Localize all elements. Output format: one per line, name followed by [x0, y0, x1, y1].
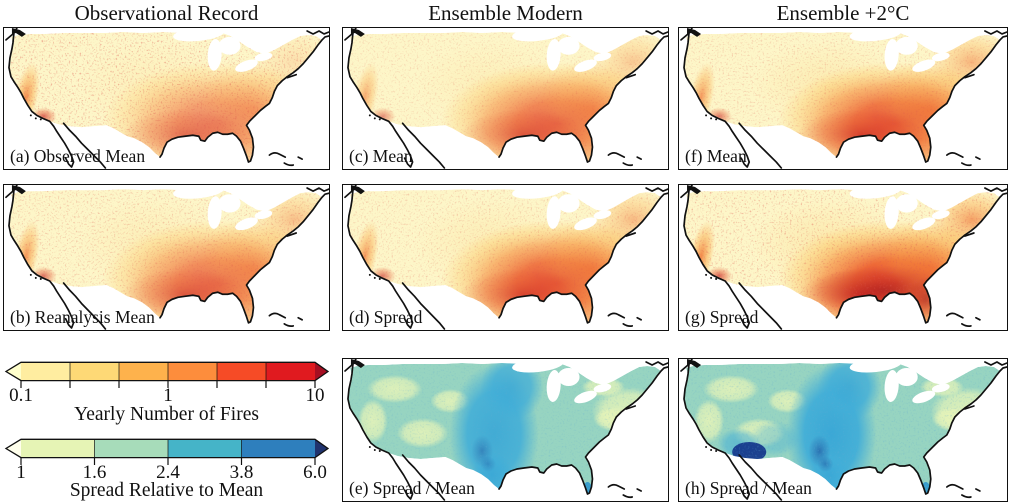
map-panel-h: (h) Spread / Mean — [678, 358, 1008, 502]
colorbar-fires-caption: Yearly Number of Fires — [74, 404, 259, 425]
colorbar-tick-label: 6.0 — [303, 462, 327, 483]
us-map-g — [680, 185, 1007, 330]
colorbar-segment — [266, 362, 315, 381]
us-map-d — [344, 185, 668, 330]
colorbar-segment — [168, 439, 242, 458]
colorbar-over-arrow — [315, 362, 328, 381]
colorbar-tick-label: 10 — [305, 385, 325, 406]
colorbar-over-arrow — [315, 439, 328, 458]
map-panel-c: (c) Mean — [342, 27, 669, 170]
colorbar-tick-label: 3.8 — [229, 462, 254, 483]
map-panel-a: (a) Observed Mean — [3, 27, 330, 170]
colorbar-block: 0.1 1 10 Yearly Number of Fires 1 1.6 2.4 3.8… — [3, 358, 330, 503]
map-panel-d: (d) Spread — [342, 184, 669, 331]
panel-label-h: (h) Spread / Mean — [685, 478, 812, 498]
column-title-ensemble-modern: Ensemble Modern — [428, 1, 583, 25]
column-title-observational-record: Observational Record — [74, 1, 259, 25]
colorbar-segment — [119, 362, 168, 381]
panel-label-a: (a) Observed Mean — [10, 146, 146, 166]
colorbar-spread-tick-labels: 1 1.6 2.4 3.8 6.0 — [3, 462, 330, 484]
us-map-c — [344, 28, 668, 169]
colorbar-spread-caption: Spread Relative to Mean — [69, 480, 264, 501]
colorbar-tick-label: 2.4 — [156, 462, 180, 483]
column-title-ensemble-plus2c: Ensemble +2°C — [776, 1, 910, 25]
colorbar-spread — [4, 438, 330, 465]
panel-label-f: (f) Mean — [685, 146, 747, 166]
panel-label-c: (c) Mean — [349, 146, 413, 166]
map-panel-g: (g) Spread — [678, 184, 1008, 331]
colorbar-segment — [94, 439, 168, 458]
colorbar-fires — [4, 361, 330, 388]
colorbar-segment — [168, 362, 217, 381]
colorbar-under-arrow — [6, 362, 21, 381]
colorbar-tick-label: 1 — [16, 462, 26, 483]
colorbar-tick-label: 1.6 — [82, 462, 107, 483]
panel-label-b: (b) Reanalysis Mean — [10, 307, 155, 327]
colorbar-segment — [241, 439, 315, 458]
colorbar-segment — [21, 362, 70, 381]
colorbar-segment — [70, 362, 119, 381]
panel-label-g: (g) Spread — [685, 307, 759, 327]
colorbar-tick-label: 1 — [163, 385, 173, 406]
panel-label-e: (e) Spread / Mean — [349, 478, 475, 498]
map-panel-b: (b) Reanalysis Mean — [3, 184, 330, 331]
map-panel-e: (e) Spread / Mean — [342, 358, 669, 502]
colorbar-fires-tick-labels: 0.1 1 10 — [3, 385, 330, 407]
colorbar-segment — [21, 439, 95, 458]
colorbar-segment — [217, 362, 266, 381]
us-map-h — [680, 359, 1007, 501]
us-map-e — [344, 359, 668, 501]
map-panel-f: (f) Mean — [678, 27, 1008, 170]
colorbar-tick-label: 0.1 — [9, 385, 33, 406]
colorbar-under-arrow — [6, 439, 21, 458]
us-map-a — [5, 28, 329, 169]
us-map-b — [5, 185, 329, 330]
us-map-f — [680, 28, 1007, 169]
panel-label-d: (d) Spread — [349, 307, 423, 327]
